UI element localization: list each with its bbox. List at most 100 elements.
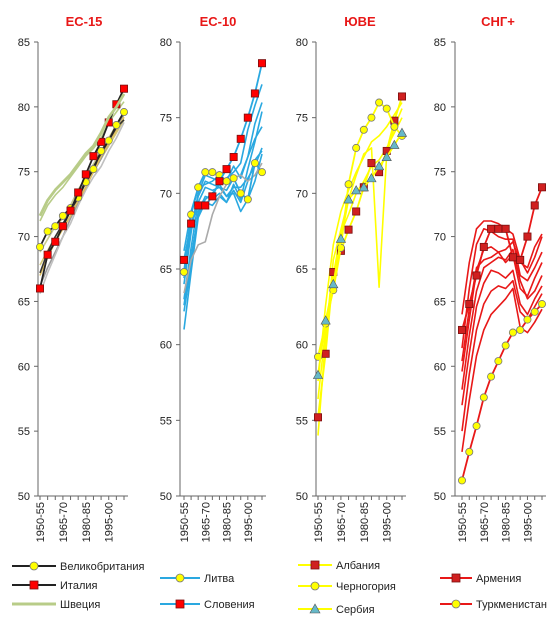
legend-label: Черногория [336,581,396,593]
y-tick-label: 65 [160,264,172,276]
y-tick-label: 80 [18,102,30,114]
y-tick-label: 50 [18,491,30,503]
x-tick-label: 1995-00 [382,502,394,542]
series-point [229,153,238,162]
legend-entry: Словения [160,599,255,611]
legend-marker [451,573,461,583]
series-point [312,369,324,379]
chart-title: СНГ+ [481,14,515,29]
series-point [222,165,231,174]
y-tick-label: 80 [160,37,172,49]
series-point [36,284,45,293]
y-tick-label: 65 [18,296,30,308]
series-point [187,219,196,228]
y-tick-label: 60 [434,361,446,373]
series-point [343,194,354,204]
series-point [359,125,368,134]
legend-marker [175,599,185,609]
y-tick-label: 75 [434,167,446,179]
series-point [352,143,361,152]
chart-title: ЕС-10 [200,14,237,29]
background-series-line [183,162,263,294]
y-tick-label: 60 [160,340,172,352]
legend-marker [451,599,461,609]
series-point [523,232,532,241]
series-point [51,222,60,231]
series-point [320,315,331,325]
legend-entry: Армения [440,573,521,585]
y-tick-label: 70 [18,232,30,244]
series-point [250,89,259,98]
y-tick-label: 50 [434,491,446,503]
y-tick-label: 70 [296,188,308,200]
x-tick-label: 1980-85 [222,502,234,542]
series-point [501,341,510,350]
series-point [120,108,129,117]
series-point [89,152,98,161]
legend-entry: Швеция [12,599,100,611]
series-point [367,159,376,168]
series-point [208,192,217,201]
series-point [389,139,400,149]
series-point [366,172,377,183]
series-point [243,195,252,204]
legend-marker [309,603,321,614]
y-tick-label: 75 [296,113,308,125]
legend-entry: Италия [12,580,98,592]
series-point [530,201,539,210]
y-tick-label: 65 [296,264,308,276]
series-point [344,180,353,189]
series-point [373,160,385,171]
x-tick-label: 1950-55 [179,502,191,542]
chart-panel-3: ЮВЕ 80 75 70 65 60 55 50 1950-55 1965-70 1980-85 19… [296,14,408,616]
x-tick-label: 1980-85 [501,502,513,542]
series-point [523,315,532,324]
legend-marker [29,561,39,571]
series-point [112,121,121,130]
series-point [538,300,547,309]
series-point [179,255,188,264]
chart-panel-2: ЕС-10 80 75 70 65 60 55 50 1950-55 1965-70 1980-85… [160,14,266,611]
legend-label: Великобритания [60,561,145,573]
series-point [81,170,90,179]
series-point [120,84,129,93]
x-tick-label: 1965-70 [200,502,212,542]
y-tick-label: 55 [434,426,446,438]
y-tick-label: 75 [18,167,30,179]
y-tick-label: 75 [160,113,172,125]
legend-label: Сербия [336,604,375,616]
series-point [487,372,496,381]
background-series-line [461,287,543,453]
y-tick-label: 80 [296,37,308,49]
legend-entry: Черногория [298,581,396,593]
y-tick-label: 80 [434,102,446,114]
series-point [229,174,238,183]
y-tick-label: 55 [18,426,30,438]
series-line [317,132,403,376]
background-series-line [39,122,125,294]
series-point [257,59,266,68]
series-point [97,146,106,155]
legend-entry: Литва [160,573,235,585]
y-tick-label: 85 [18,37,30,49]
series-point [215,177,224,186]
series-point [58,222,67,231]
series-point [465,447,474,456]
series-point [104,136,113,145]
x-tick-label: 1965-70 [479,502,491,542]
background-series-line [461,248,543,390]
series-point [538,183,547,192]
series-point [66,206,75,215]
y-tick-label: 55 [296,415,308,427]
series-point [43,250,52,259]
series-point [222,177,231,186]
series-line [461,303,543,481]
series-point [487,224,496,233]
series-point [530,307,539,316]
series-point [36,242,45,251]
chart-panel-4: СНГ+ 85 80 75 70 65 60 55 50 1950-55 1965-70 1980-8… [434,14,547,611]
series-point [236,134,245,143]
series-point [74,188,83,197]
series-point [243,113,252,122]
series-point [472,421,481,430]
